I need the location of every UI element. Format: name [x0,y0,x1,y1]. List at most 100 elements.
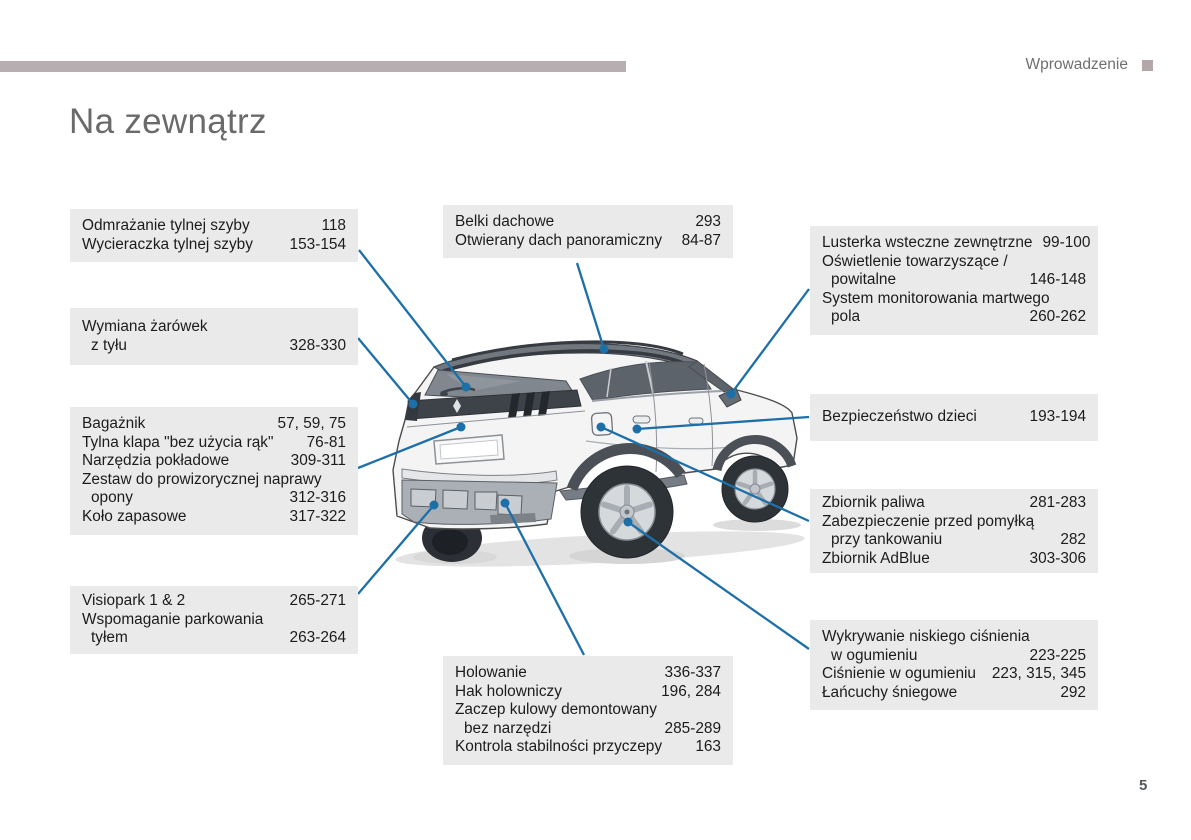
callout-item-pages: 317-322 [289,507,346,525]
callout-dot [726,389,736,399]
callout-box-bulb-replacement: Wymiana żarówek z tyłu 328-330 [70,308,358,366]
callout-item-label-line2: z tyłu [91,336,127,354]
callout-item-pages: 309-311 [290,452,346,470]
callout-line-rear-bulbs [357,337,414,405]
callout-item: Lusterka wsteczne zewnętrzne 99-100 [822,234,1090,253]
callout-item: Zbiornik paliwa 281-283 [822,494,1086,513]
callout-item-label: Ciśnienie w ogumieniu [822,665,976,683]
page-title: Na zewnątrz [69,102,267,141]
callout-item-pages: 99-100 [1042,234,1091,251]
callout-dot [461,382,471,392]
roof-rail-far [451,340,684,362]
callout-item-pages: 260-262 [1029,308,1086,326]
callout-item-label: Narzędzia pokładowe [82,452,230,470]
callout-line-tailgate [357,425,462,470]
callout-item: Koło zapasowe 317-322 [82,508,346,527]
callout-item-label: Zaczep kulowy demontowany [455,701,657,719]
callout-item-label: Zbiornik paliwa [822,494,925,511]
callout-item-pages: 328-330 [289,336,346,354]
callout-item: Kontrola stabilności przyczepy 163 [455,738,721,757]
callout-item-label: System monitorowania martwego [822,289,1050,307]
callout-item-pages: 84-87 [681,231,721,249]
callout-line-fuel-flap [600,425,810,523]
callout-item-label: Bezpieczeństwo dzieci [822,408,977,425]
car-body [392,340,798,562]
callout-item-pages: 76-81 [306,433,346,451]
callout-box-tyres: Wykrywanie niskiego ciśnienia w ogumieni… [810,620,1098,711]
callout-item: Holowanie 336-337 [455,664,721,683]
callout-item-label: Visiopark 1 & 2 [82,592,186,609]
rear-wheel [580,465,674,559]
callout-box-parking: Visiopark 1 & 2 265-271 Wspomaganie park… [70,586,358,654]
callout-item: Łańcuchy śniegowe 292 [822,684,1086,703]
callout-item-pages: 285-289 [664,719,721,737]
callout-lines [357,249,810,656]
callout-item-pages: 196, 284 [661,682,721,700]
page-number: 5 [1139,777,1148,794]
callout-box-fuel: Zbiornik paliwa 281-283 Zabezpieczenie p… [810,489,1098,574]
callout-item-label: Koło zapasowe [82,507,187,525]
callout-box-child-safety: Bezpieczeństwo dzieci 193-194 [810,394,1098,441]
callout-item: Bagażnik 57, 59, 75 [82,415,346,434]
callout-item-label: Wspomaganie parkowania [82,610,264,628]
fuel-filler-flap [590,412,614,436]
header-rule-bar [0,61,626,72]
callout-dot [500,498,510,508]
door-handle-front [688,417,704,425]
callout-item-label-line2: przy tankowaniu [831,531,943,549]
callout-box-boot: Bagażnik 57, 59, 75 Tylna klapa "bez uży… [70,407,358,535]
callout-line-child-lock [636,415,810,431]
callout-box-mirrors: Lusterka wsteczne zewnętrzne 99-100 Oświ… [810,226,1098,335]
callout-item: Wymiana żarówek z tyłu 328-330 [82,318,346,355]
callout-item: System monitorowania martwego pola 260-2… [822,290,1086,327]
callout-item-pages: 223-225 [1029,646,1086,664]
callout-dot [596,422,606,432]
callout-item-label: Zabezpieczenie przed pomyłką [822,512,1035,530]
callout-item-label-line2: tyłem [91,629,128,647]
front-wheel [721,455,789,523]
callout-item: Bezpieczeństwo dzieci 193-194 [822,408,1086,427]
callout-line-rear-wiper [358,249,467,388]
callout-item-pages: 263-264 [289,629,346,647]
callout-item-label: Belki dachowe [455,213,555,230]
callout-item: Belki dachowe 293 [455,213,721,232]
callout-item-label: Lusterka wsteczne zewnętrzne [822,234,1033,251]
callout-item-pages: 57, 59, 75 [277,415,346,432]
callout-item-pages: 282 [1060,531,1086,549]
callout-item-pages: 193-194 [1029,408,1086,425]
callout-item-label: Tylna klapa "bez użycia rąk" [82,433,274,451]
callout-item-label-line2: powitalne [831,271,897,289]
callout-item-pages: 223, 315, 345 [991,665,1086,683]
callout-dot [429,500,439,510]
callout-box-roof: Belki dachowe 293 Otwierany dach panoram… [443,205,733,259]
callout-line-tow-hook [503,502,586,656]
callout-item: Zabezpieczenie przed pomyłką przy tankow… [822,513,1086,550]
callout-item-pages: 292 [1060,683,1086,701]
callout-item: Hak holowniczy 196, 284 [455,683,721,702]
callout-item: Zestaw do prowizorycznej naprawy opony 3… [82,471,346,508]
callout-line-wheel [627,521,810,650]
callout-item: Visiopark 1 & 2 265-271 [82,592,346,611]
roof-rail [442,349,691,373]
callout-item-pages: 146-148 [1029,271,1086,289]
callout-item: Ciśnienie w ogumieniu 223, 315, 345 [822,665,1086,684]
callout-item-pages: 118 [321,217,346,234]
callout-item-label-line2: w ogumieniu [831,646,918,664]
callout-item-label: Oświetlenie towarzyszące / [822,252,1008,270]
callout-line-roof [575,262,606,350]
callout-item-label: Otwierany dach panoramiczny [455,231,663,249]
callout-dot [408,399,418,409]
callout-item-pages: 281-283 [1029,494,1086,511]
callout-item-label: Bagażnik [82,415,146,432]
callout-item: Wykrywanie niskiego ciśnienia w ogumieni… [822,628,1086,665]
callout-item-label: Wycieraczka tylnej szyby [82,235,253,253]
callout-item-pages: 312-316 [289,489,346,507]
callout-item: Oświetlenie towarzyszące / powitalne 146… [822,253,1086,290]
callout-item-label: Odmrażanie tylnej szyby [82,217,250,234]
callout-item-pages: 336-337 [664,664,721,681]
callout-line-mirror [730,288,810,395]
callout-item: Tylna klapa "bez użycia rąk" 76-81 [82,434,346,453]
callout-item-label: Hak holowniczy [455,682,562,700]
callout-item-label: Holowanie [455,664,527,681]
brand-logo [453,399,461,413]
